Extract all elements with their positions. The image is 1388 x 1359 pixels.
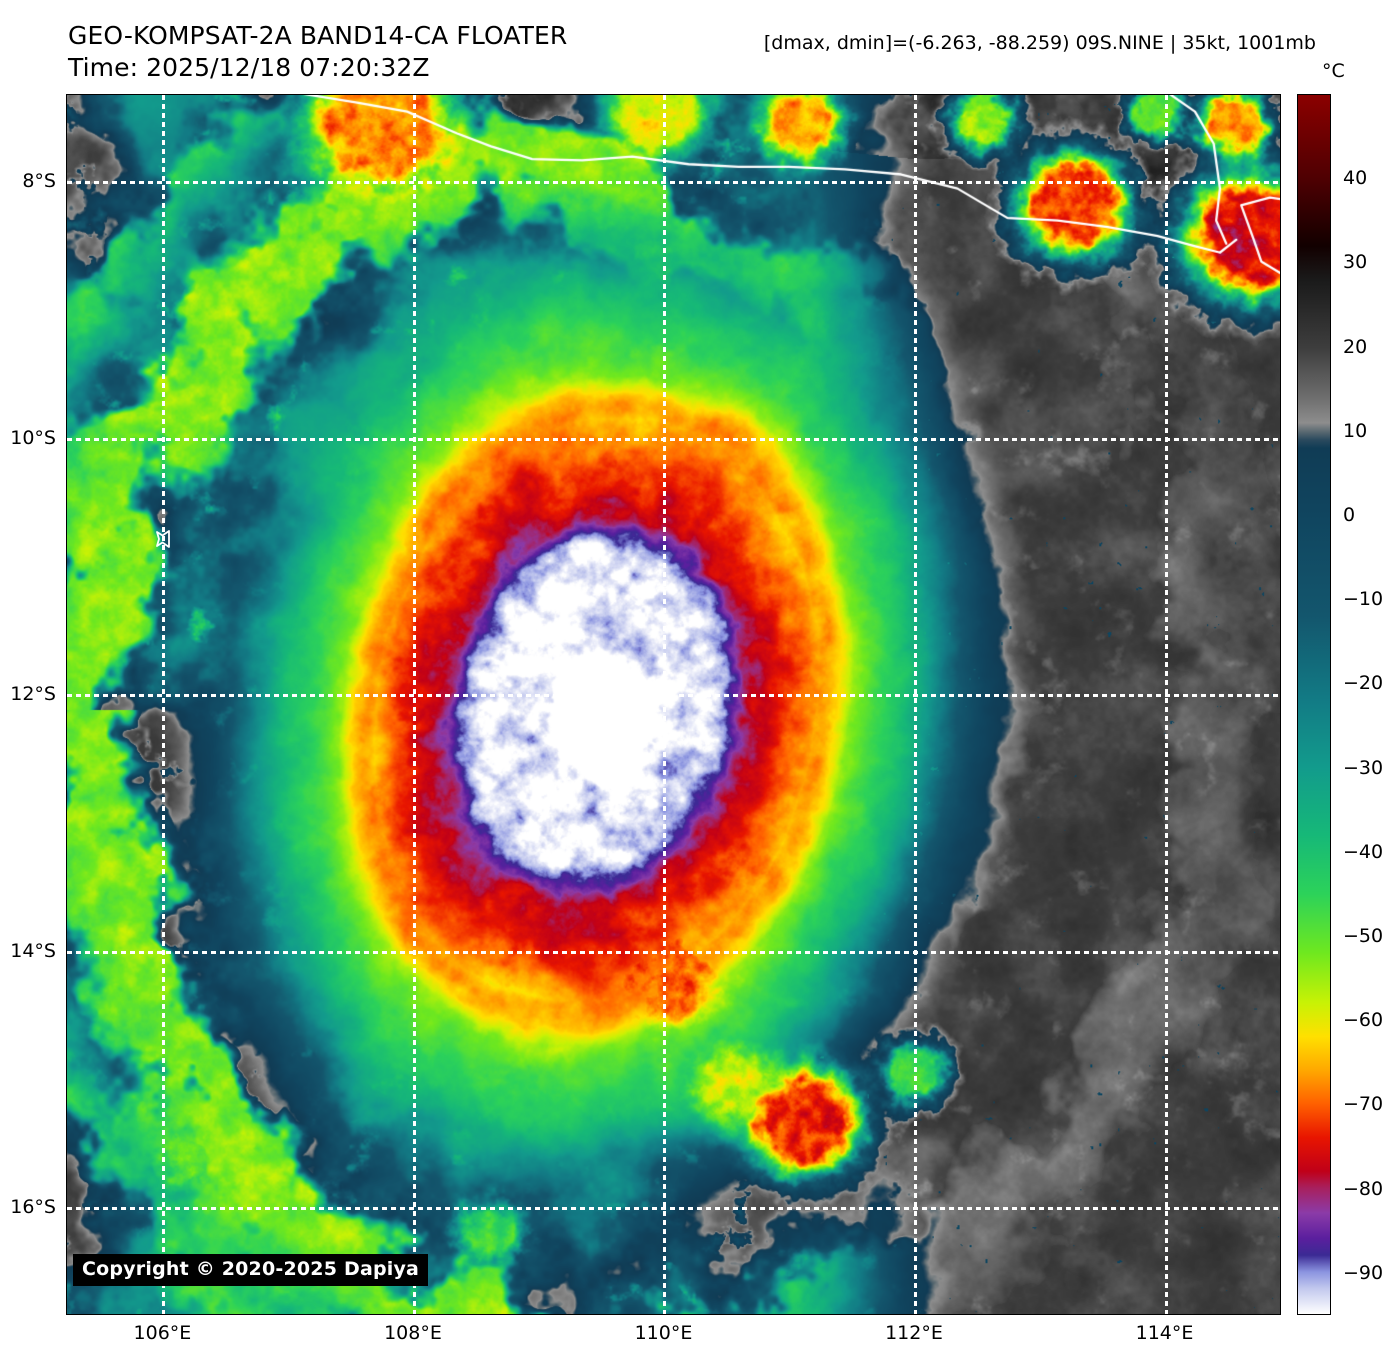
copyright-notice: Copyright © 2020-2025 Dapiya xyxy=(73,1254,429,1286)
colorbar-tick-label: −80 xyxy=(1343,1177,1384,1200)
y-axis-tick-text: 8°S xyxy=(22,170,56,193)
y-axis-tick-label: 10°S xyxy=(10,427,102,449)
colorbar-tick-label: −70 xyxy=(1343,1093,1384,1116)
colorbar-tick-label: 30 xyxy=(1343,251,1368,274)
y-axis-tick-text: 10°S xyxy=(10,426,56,449)
colorbar-unit-label: °C xyxy=(1322,60,1345,82)
y-axis-tick-text: 16°S xyxy=(10,1196,56,1219)
x-axis-tick-label: 106°E xyxy=(133,1322,192,1344)
colorbar-tick-label: 10 xyxy=(1343,419,1368,442)
x-axis-tick-label: 108°E xyxy=(384,1322,442,1344)
colorbar-tick-label: −90 xyxy=(1343,1261,1384,1284)
colorbar-tick-label: −30 xyxy=(1343,756,1384,779)
colorbar-tick-label: 40 xyxy=(1343,167,1368,190)
colorbar-tick-label: −40 xyxy=(1343,840,1384,863)
x-axis-tick-label: 110°E xyxy=(634,1322,693,1344)
satellite-infrared-raster xyxy=(67,95,1280,1314)
colorbar-tick-label: 20 xyxy=(1343,335,1368,358)
colorbar-gradient xyxy=(1298,95,1330,1314)
x-axis-tick-label: 112°E xyxy=(885,1322,943,1344)
colorbar-tick-label: −50 xyxy=(1343,925,1384,948)
colorbar-tick-label: 0 xyxy=(1343,504,1356,527)
satellite-image-plot[interactable]: Copyright © 2020-2025 Dapiya xyxy=(66,94,1281,1315)
y-axis-tick-label: 14°S xyxy=(10,940,102,962)
y-axis-tick-text: 14°S xyxy=(10,939,56,962)
header-metadata: [dmax, dmin]=(-6.263, -88.259) 09S.NINE … xyxy=(763,32,1316,54)
y-axis-tick-label: 16°S xyxy=(10,1196,102,1218)
y-axis-tick-text: 12°S xyxy=(10,683,56,706)
y-axis-tick-label: 8°S xyxy=(22,170,90,192)
x-axis-tick-label: 114°E xyxy=(1135,1322,1194,1344)
colorbar-tick-label: −10 xyxy=(1343,588,1384,611)
y-axis-tick-label: 12°S xyxy=(10,683,102,705)
colorbar-tick-label: −20 xyxy=(1343,672,1384,695)
colorbar-tick-label: −60 xyxy=(1343,1009,1384,1032)
temperature-colorbar[interactable] xyxy=(1297,94,1331,1315)
page-title: GEO-KOMPSAT-2A BAND14-CA FLOATER Time: 2… xyxy=(68,21,568,82)
